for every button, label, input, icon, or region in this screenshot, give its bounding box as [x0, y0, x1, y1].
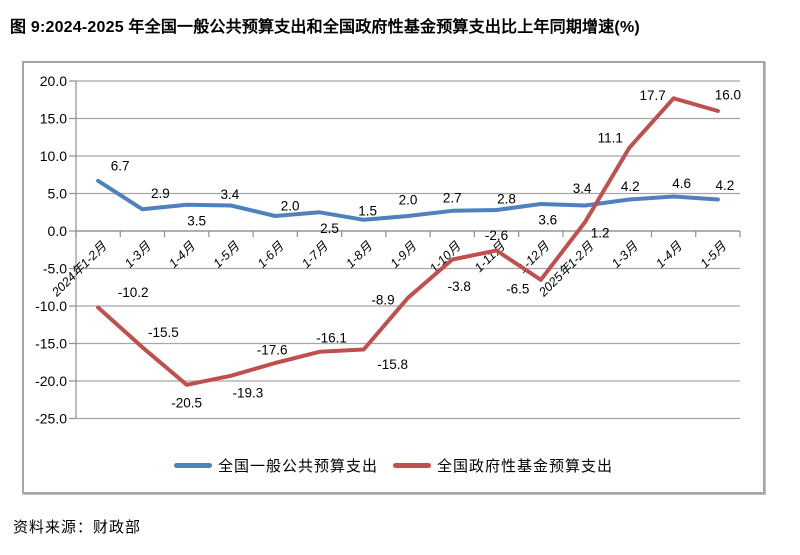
svg-text:1-5月: 1-5月: [697, 239, 729, 271]
svg-text:15.0: 15.0: [40, 111, 67, 127]
svg-text:3.5: 3.5: [187, 213, 206, 228]
svg-text:1-4月: 1-4月: [166, 239, 198, 271]
chart-frame: 20.0 15.0 10.0 5.0 0.0 -5.0 -10.0 -15.0 -20.0 -25…: [22, 61, 765, 494]
svg-text:1-9月: 1-9月: [388, 239, 420, 271]
svg-text:3.6: 3.6: [538, 213, 557, 228]
svg-text:10.0: 10.0: [40, 148, 67, 164]
svg-text:2.7: 2.7: [443, 190, 462, 205]
svg-text:2.9: 2.9: [151, 186, 170, 201]
svg-text:-20.5: -20.5: [171, 395, 202, 410]
svg-text:-10.2: -10.2: [118, 285, 149, 300]
svg-text:-10.0: -10.0: [35, 298, 67, 314]
svg-text:2.8: 2.8: [497, 192, 516, 207]
legend-item-public-budget: 全国一般公共预算支出: [173, 455, 378, 476]
svg-text:3.4: 3.4: [221, 187, 240, 202]
svg-text:1-6月: 1-6月: [255, 239, 287, 271]
svg-text:0.0: 0.0: [48, 223, 68, 239]
svg-text:-17.6: -17.6: [257, 343, 288, 358]
svg-text:1.2: 1.2: [591, 226, 610, 241]
svg-text:-2.6: -2.6: [485, 228, 508, 243]
svg-text:20.0: 20.0: [40, 73, 67, 89]
svg-text:1-8月: 1-8月: [343, 239, 375, 271]
svg-text:1-11月: 1-11月: [472, 239, 508, 275]
svg-text:4.2: 4.2: [716, 178, 735, 193]
svg-text:-3.8: -3.8: [448, 279, 471, 294]
svg-text:16.0: 16.0: [715, 88, 741, 103]
svg-text:3.4: 3.4: [573, 181, 592, 196]
svg-text:1-3月: 1-3月: [122, 239, 154, 271]
svg-text:6.7: 6.7: [111, 158, 130, 173]
legend-line-swatch-blue: [173, 463, 212, 468]
svg-text:1-4月: 1-4月: [653, 239, 685, 271]
svg-text:-6.5: -6.5: [506, 281, 529, 296]
svg-text:2.0: 2.0: [399, 193, 418, 208]
svg-text:5.0: 5.0: [48, 186, 68, 202]
svg-text:-5.0: -5.0: [43, 261, 67, 277]
legend-item-govt-fund: 全国政府性基金预算支出: [393, 455, 613, 476]
figure-title: 图 9:2024-2025 年全国一般公共预算支出和全国政府性基金预算支出比上年…: [10, 19, 640, 36]
svg-text:-25.0: -25.0: [35, 411, 67, 427]
legend-label-govt-fund: 全国政府性基金预算支出: [437, 458, 614, 475]
source-note: 资料来源：财政部: [13, 519, 142, 536]
svg-text:17.7: 17.7: [639, 88, 665, 103]
legend-line-swatch-red: [393, 463, 431, 468]
svg-text:-15.0: -15.0: [35, 336, 67, 352]
svg-text:2.5: 2.5: [320, 221, 339, 236]
line-chart: 20.0 15.0 10.0 5.0 0.0 -5.0 -10.0 -15.0 -20.0 -25…: [35, 73, 741, 427]
svg-text:-16.1: -16.1: [316, 330, 347, 345]
svg-text:1-3月: 1-3月: [609, 239, 641, 271]
svg-text:11.1: 11.1: [598, 130, 623, 145]
svg-text:-20.0: -20.0: [35, 373, 67, 389]
svg-text:-8.9: -8.9: [371, 292, 394, 307]
svg-text:4.6: 4.6: [672, 176, 691, 191]
svg-text:-15.5: -15.5: [148, 325, 179, 340]
svg-text:1.5: 1.5: [358, 203, 377, 218]
svg-text:1-7月: 1-7月: [299, 239, 331, 271]
chart-legend: 全国一般公共预算支出 全国政府性基金预算支出: [24, 455, 763, 476]
svg-text:-19.3: -19.3: [233, 385, 264, 400]
svg-text:2.0: 2.0: [281, 199, 300, 214]
svg-text:4.2: 4.2: [621, 179, 640, 194]
svg-text:-15.8: -15.8: [377, 357, 408, 372]
legend-label-public-budget: 全国一般公共预算支出: [217, 458, 378, 475]
svg-text:1-5月: 1-5月: [211, 239, 243, 271]
